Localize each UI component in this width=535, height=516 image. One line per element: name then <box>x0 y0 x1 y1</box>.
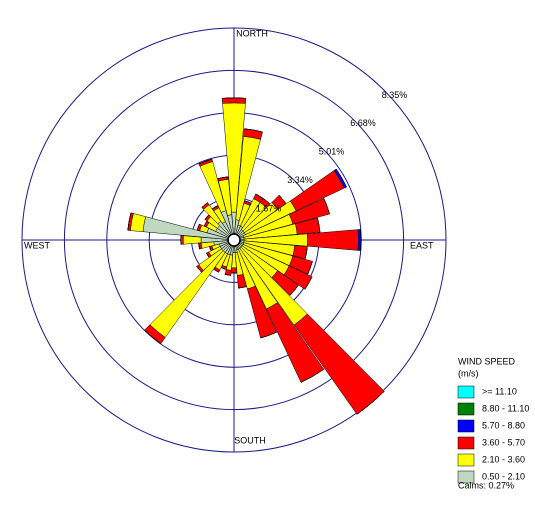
legend-label: 5.70 - 8.80 <box>482 420 525 430</box>
legend-label: 3.60 - 5.70 <box>482 437 525 447</box>
wind-bar-segment <box>304 246 308 259</box>
wind-bar-segment <box>127 212 132 231</box>
direction-label: NORTH <box>236 28 268 38</box>
wind-bar-segment <box>244 128 263 133</box>
legend-label: >= 11.10 <box>482 386 517 396</box>
wind-bar-segment <box>244 200 252 204</box>
wind-bar-segment <box>149 250 226 338</box>
legend-label: 0.50 - 2.10 <box>482 471 525 481</box>
legend-label: 8.80 - 11.10 <box>482 403 529 413</box>
ring-label: 6.68% <box>350 118 376 128</box>
direction-label: SOUTH <box>234 435 266 445</box>
wind-bar-segment <box>289 285 299 296</box>
wind-bar-segment <box>182 235 202 245</box>
legend-swatch <box>457 470 475 484</box>
wind-bar-segment <box>263 198 270 205</box>
wind-bar-segment <box>180 235 184 245</box>
wind-bar-segment <box>255 193 264 199</box>
legend-swatch <box>457 402 475 416</box>
wind-bar-segment <box>221 97 247 104</box>
legend-swatch <box>457 453 475 467</box>
wind-bar-segment <box>317 217 321 233</box>
calm-circle <box>227 233 241 247</box>
ring <box>21 27 447 453</box>
legend-swatch <box>457 436 475 450</box>
labels: 1.67% 3.34% 5.01% 6.68% 8.35% NORTH EAST SOUTH W… <box>24 28 434 445</box>
ring-label: 8.35% <box>382 90 408 100</box>
legend-title: WIND SPEED <box>458 356 516 366</box>
legend-label: 2.10 - 3.60 <box>482 454 525 464</box>
wind-bar-segment <box>217 176 229 179</box>
legend-unit: (m/s) <box>458 368 479 378</box>
legend-swatch <box>457 419 475 433</box>
ring <box>63 69 405 411</box>
direction-label: WEST <box>24 240 51 250</box>
ring-label: 1.67% <box>256 203 282 213</box>
bars <box>127 97 385 415</box>
wind-bar-segment <box>197 223 200 231</box>
legend: WIND SPEED (m/s)>= 11.10 8.80 - 11.10 5.70 … <box>457 356 529 490</box>
direction-label: EAST <box>410 240 434 250</box>
wind-bar-segment <box>230 267 238 274</box>
ring-label: 3.34% <box>287 175 313 185</box>
ring-label: 5.01% <box>319 147 345 157</box>
wind-bar-segment <box>335 168 347 188</box>
legend-swatch <box>457 385 475 399</box>
calms-label: Calms: 0.27% <box>458 480 514 490</box>
